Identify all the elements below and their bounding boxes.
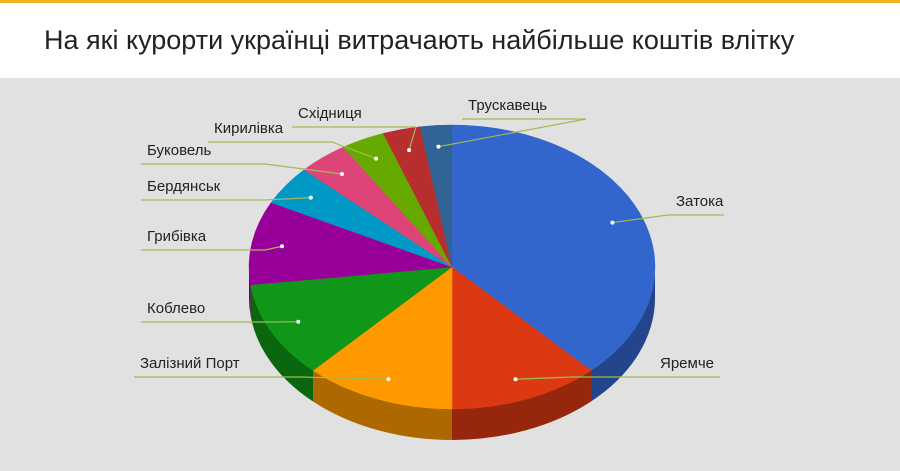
slice-label: Трускавець	[468, 97, 547, 114]
pie-slice-Трускавець	[419, 124, 453, 268]
leader-dot	[436, 144, 441, 149]
page-title: На які курорти українці витрачають найбі…	[44, 25, 795, 55]
pie-side-Яремче	[452, 370, 591, 440]
slice-label: Східниця	[298, 105, 362, 122]
leader-line	[515, 376, 573, 380]
slice-label: Яремче	[660, 355, 714, 372]
slice-label: Бердянськ	[147, 178, 221, 195]
leader-dot	[340, 171, 345, 176]
header: На які курорти українці витрачають найбі…	[0, 3, 900, 78]
leader-line	[438, 118, 587, 148]
pie-slice-Залізний Порт	[312, 266, 453, 410]
slice-label: Залізний Порт	[140, 355, 240, 372]
leader-line	[264, 163, 343, 175]
leader-dot	[280, 244, 285, 249]
leader-dot	[513, 377, 518, 382]
pie-side-Залізний Порт	[313, 370, 452, 440]
chart-area: Затока Яремче Залізний Порт Коблево Грибівка…	[0, 78, 900, 471]
pie-side-Грибівка	[249, 267, 251, 316]
pie-slice-Грибівка	[248, 202, 453, 286]
leader-dot	[308, 195, 313, 200]
leader-dot	[386, 377, 391, 382]
pie-slice-Яремче	[451, 266, 592, 410]
leader-line	[264, 245, 283, 251]
slice-label: Затока	[676, 193, 724, 210]
pie-side-Затока	[590, 267, 655, 402]
leader-line	[331, 141, 377, 160]
leader-dot	[610, 220, 615, 225]
pie-side-Коблево	[250, 284, 314, 402]
pie-slice-Коблево	[250, 266, 453, 371]
accent-stripe	[0, 0, 900, 3]
slice-label: Кирилівка	[214, 120, 284, 137]
pie-chart: Затока Яремче Залізний Порт Коблево Грибівка…	[134, 97, 724, 440]
leader-dot	[296, 319, 301, 324]
leader-line	[299, 376, 389, 380]
leader-line	[408, 126, 417, 151]
slice-label: Буковель	[147, 142, 211, 159]
leader-dot	[407, 148, 412, 153]
slice-label: Коблево	[147, 300, 205, 317]
leader-line	[264, 196, 311, 201]
slice-label: Грибівка	[147, 228, 207, 245]
leader-line	[612, 214, 669, 224]
leader-dot	[374, 156, 379, 161]
